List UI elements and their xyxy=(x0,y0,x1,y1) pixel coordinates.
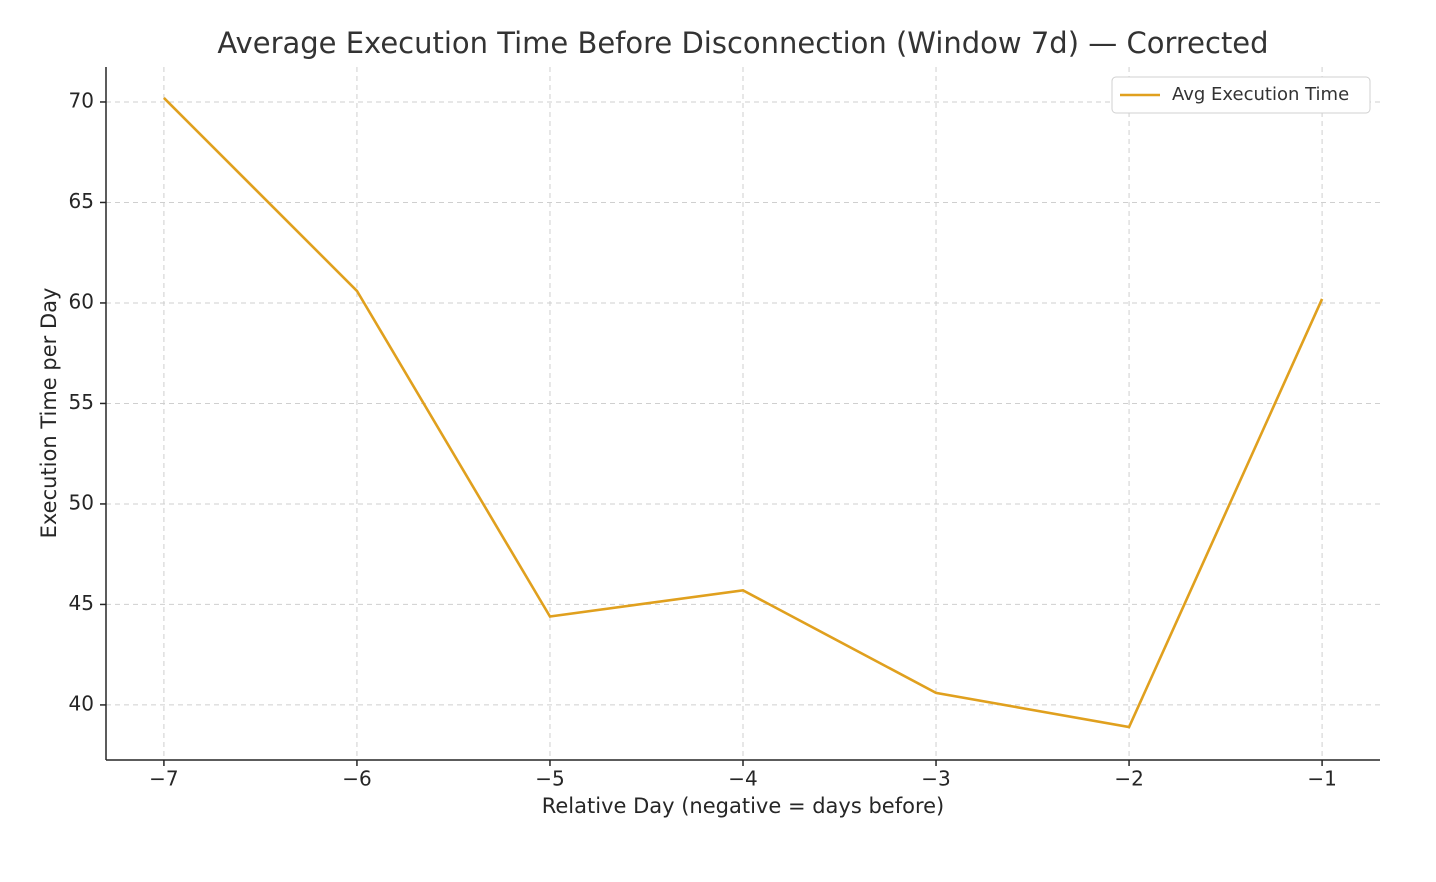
x-tick-label: −1 xyxy=(1307,767,1336,791)
x-axis-label: Relative Day (negative = days before) xyxy=(542,794,945,818)
x-tick-label: −4 xyxy=(728,767,757,791)
x-tick-label: −5 xyxy=(535,767,564,791)
line xyxy=(162,97,1324,729)
y-tick-label: 65 xyxy=(69,189,94,213)
y-axis-label: Execution Time per Day xyxy=(37,288,61,539)
x-tick-label: −6 xyxy=(342,767,371,791)
x-tick-label: −7 xyxy=(149,767,178,791)
x-tick-label: −2 xyxy=(1114,767,1143,791)
legend-box xyxy=(1111,76,1371,114)
y-tick-label: 50 xyxy=(69,490,94,514)
chart-title: Average Execution Time Before Disconnect… xyxy=(217,26,1268,60)
x-tick-label: −3 xyxy=(921,767,950,791)
legend-label: Avg Execution Time xyxy=(1172,84,1349,105)
y-tick-label: 70 xyxy=(69,88,94,112)
y-tick-label: 45 xyxy=(69,591,94,615)
y-tick-label: 40 xyxy=(69,691,94,715)
y-tick-label: 55 xyxy=(69,390,94,414)
y-tick-label: 60 xyxy=(69,289,94,313)
